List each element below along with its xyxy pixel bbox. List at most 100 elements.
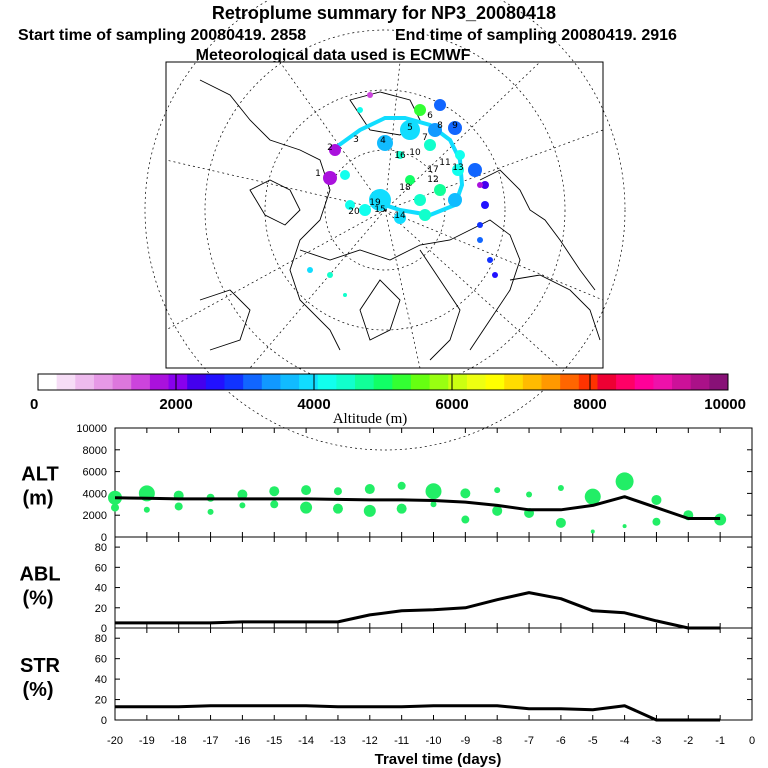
colorbar-cell [597,374,617,390]
plume-day-label: 2 [327,143,333,153]
plume-day-label: 3 [353,135,359,145]
altitude-cluster-point [207,508,214,515]
x-tick-label: -7 [524,735,534,747]
colorbar-tick-label: 8000 [573,396,606,413]
x-tick-label: -13 [330,735,346,747]
x-tick-label: -11 [394,735,409,747]
series-line-str [115,704,721,722]
plume-day-label: 7 [422,133,428,143]
panel-unit-alt: (m) [22,488,53,510]
colorbar-cell [131,374,151,390]
altitude-cluster-point [526,491,533,498]
altitude-colorbar: 0 2000 4000 6000 8000 10000 Altitude (m) [30,373,746,427]
panel-frame [114,536,753,629]
altitude-cluster-point [270,500,279,509]
altitude-cluster-point [237,489,248,500]
y-tick-label: 8000 [83,445,107,457]
colorbar-cell [709,374,729,390]
y-tick-label: 20 [95,695,107,707]
colorbar-cell [429,374,449,390]
y-tick-label: 20 [95,603,107,615]
altitude-cluster-point [590,529,595,534]
colorbar-cell [690,374,710,390]
altitude-cluster-point [269,486,280,497]
colorbar-cell [504,374,524,390]
colorbar-cell [392,374,412,390]
y-tick-label: 2000 [83,510,107,522]
x-tick-label: 0 [749,735,755,747]
altitude-cluster-point [494,487,501,494]
panel-unit-str: (%) [22,679,53,701]
altitude-cluster-point [425,483,442,500]
panel-unit-abl: (%) [22,588,53,610]
colorbar-cell [112,374,132,390]
colorbar-cell [280,374,300,390]
colorbar-cell [187,374,207,390]
colorbar-cell [205,374,225,390]
altitude-cluster-point [652,517,661,526]
colorbar-cell [578,374,598,390]
panel-label-str: STR [20,655,61,677]
y-tick-label: 0 [101,623,107,635]
y-tick-label: 4000 [83,488,107,500]
colorbar-cell [56,374,76,390]
colorbar-cell [93,374,114,390]
colorbar-cell [336,374,356,390]
x-axis: -20 -19 -18 -17 -16 -15 -14 -13 -12 -11 -10 -9 -8 -7-… [107,735,755,747]
altitude-cluster-point [333,487,342,496]
x-tick-label: -18 [171,735,187,747]
x-axis-title: Travel time (days) [375,751,502,768]
colorbar-cell [634,374,654,390]
altitude-cluster-point [557,484,564,491]
y-tick-label: 0 [101,715,107,727]
plume-day-label: 17 [427,165,438,175]
altitude-cluster-point [332,503,343,514]
y-tick-label: 6000 [83,467,107,479]
colorbar-cell [373,374,393,390]
plume-day-label: 15 [374,205,385,215]
y-tick-label: 10000 [76,423,107,435]
plume-day-label: 4 [380,136,386,146]
plume-day-label: 13 [452,163,463,173]
altitude-cluster-point [492,505,503,516]
plume-day-label: 19 [369,198,381,208]
panel-label-alt: ALT [21,464,58,486]
y-tick-label: 80 [95,633,107,645]
altitude-cluster-point [363,504,376,517]
colorbar-cell [75,374,95,390]
plume-day-label: 6 [427,111,433,121]
colorbar-tick-label: 4000 [297,396,330,413]
x-tick-label: -6 [556,735,566,747]
series-line-alt [114,495,721,520]
colorbar-cell [560,374,580,390]
x-tick-label: -1 [715,735,725,747]
colorbar-cell [149,374,170,390]
x-tick-label: -20 [107,735,123,747]
colorbar-cell [317,374,337,390]
start-time-text: Start time of sampling 20080419. 2858 [18,27,306,44]
colorbar-cell [485,374,505,390]
x-tick-label: -9 [460,735,470,747]
altitude-cluster-point [301,485,312,496]
plume-day-label: 18 [399,183,411,193]
plume-day-label: 10 [409,148,421,158]
x-tick-label: -17 [203,735,219,747]
panel-alt: 0 2000 4000 6000 8000 10000 ALT(m) [21,423,753,544]
plume-day-label: 9 [452,121,458,131]
altitude-cluster-point [143,506,150,513]
plume-clusters [307,92,498,297]
colorbar-cell [466,374,487,390]
coastlines [199,79,601,361]
colorbar-tick-label: 6000 [435,396,468,413]
y-tick-label: 60 [95,562,107,574]
x-tick-label: -4 [620,735,630,747]
colorbar-cell [410,374,431,390]
colorbar-cell [616,374,636,390]
colorbar-cell [38,374,58,390]
altitude-cluster-point [364,484,375,495]
plume-day-label: 8 [437,121,443,131]
colorbar-cell [224,374,244,390]
